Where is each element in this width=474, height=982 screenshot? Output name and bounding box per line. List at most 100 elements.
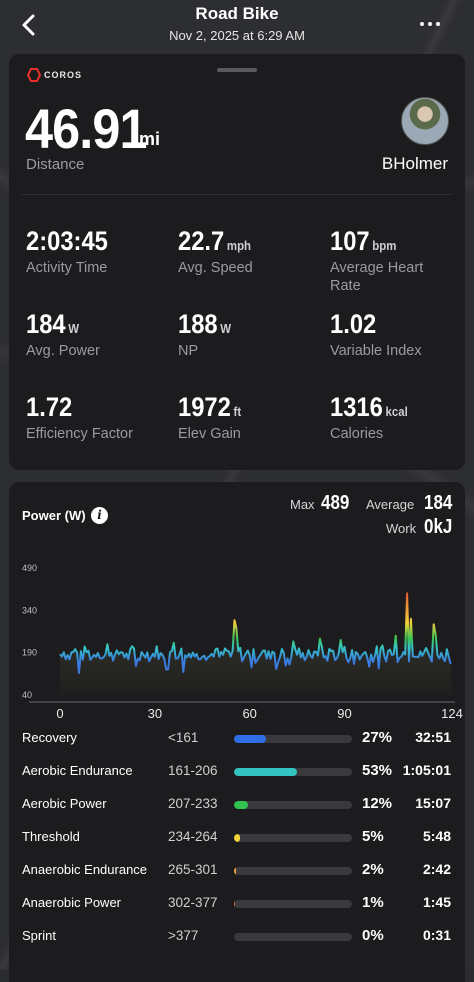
user-name: BHolmer (381, 154, 448, 173)
zone-name: Aerobic Endurance (22, 763, 133, 778)
zone-row-recovery[interactable]: Recovery <161 27% 32:51 (9, 729, 465, 763)
zone-bar-fill (234, 867, 237, 875)
zone-bar-track (234, 735, 352, 743)
zone-bar-track (234, 900, 352, 908)
x-tick-label: 30 (148, 706, 162, 720)
zone-percent: 5% (362, 828, 384, 845)
average-value: 184 (424, 492, 453, 514)
stat-unit: W (220, 321, 232, 336)
stat-value: 184 (26, 309, 66, 339)
more-dot-icon (420, 22, 424, 26)
zone-name: Sprint (22, 928, 56, 943)
power-card: Power (W) i Max 489 Average 184 Work 0kJ… (9, 482, 465, 982)
power-chart[interactable]: 490 340 190 40 0 30 60 90 124 (9, 550, 465, 720)
work-value: 0kJ (424, 516, 453, 538)
drag-handle[interactable] (217, 68, 257, 72)
zone-range: 161-206 (168, 763, 218, 778)
distance-value: 46.91 (25, 97, 148, 160)
x-tick-label: 0 (56, 706, 63, 720)
stat-unit: W (68, 321, 80, 336)
info-icon[interactable]: i (91, 507, 108, 524)
zone-percent: 2% (362, 861, 384, 878)
max-label: Max (290, 497, 315, 512)
zone-percent: 1% (362, 894, 384, 911)
zone-time: 1:45 (422, 894, 451, 910)
zone-range: 265-301 (168, 862, 218, 877)
stat-label: Calories (330, 426, 384, 442)
more-dot-icon (428, 22, 432, 26)
zone-bar-fill (234, 735, 266, 743)
activity-title: Road Bike (195, 4, 279, 23)
zone-range: <161 (168, 730, 199, 745)
stat-unit: kcal (385, 404, 408, 419)
stat-avg-heart-rate: 107 bpm Average Heart Rate (330, 226, 440, 295)
divider (21, 194, 453, 195)
zone-bar-track (234, 867, 352, 875)
brand-name: COROS (44, 70, 83, 80)
work-label: Work (386, 521, 417, 536)
zone-time: 15:07 (415, 795, 451, 811)
zone-time: 1:05:01 (402, 762, 451, 778)
zone-row-aerobic-power[interactable]: Aerobic Power 207-233 12% 15:07 (9, 795, 465, 829)
top-bar: Road Bike Nov 2, 2025 at 6:29 AM (0, 0, 474, 52)
zone-bar-track (234, 933, 352, 941)
stat-avg-power: 184 W Avg. Power (26, 309, 176, 360)
zone-row-sprint[interactable]: Sprint >377 0% 0:31 (9, 927, 465, 961)
stat-value: 1972 (178, 392, 231, 422)
stat-label: Efficiency Factor (26, 426, 133, 442)
avatar[interactable] (401, 97, 449, 145)
stat-label: Variable Index (330, 343, 422, 359)
y-tick-label: 490 (22, 563, 37, 573)
power-title: Power (W) (22, 508, 86, 523)
zone-range: 302-377 (168, 895, 218, 910)
stat-value: 107 (330, 226, 370, 256)
activity-datetime: Nov 2, 2025 at 6:29 AM (169, 28, 305, 43)
more-options-button[interactable] (418, 13, 448, 35)
more-dot-icon (436, 22, 440, 26)
zone-row-threshold[interactable]: Threshold 234-264 5% 5:48 (9, 828, 465, 862)
stat-value: 1.02 (330, 309, 377, 339)
stat-activity-time: 2:03:45 Activity Time (26, 226, 176, 277)
coros-logo-icon (27, 68, 41, 82)
zone-range: >377 (168, 928, 199, 943)
stat-calories: 1316 kcal Calories (330, 392, 460, 443)
distance-label: Distance (26, 156, 85, 173)
zone-percent: 0% (362, 927, 384, 944)
max-value: 489 (321, 492, 350, 514)
stat-label: NP (178, 343, 199, 359)
zone-bar-fill (234, 834, 240, 842)
zone-bar-track (234, 768, 352, 776)
stat-np: 188 W NP (178, 309, 328, 360)
zone-time: 5:48 (422, 828, 451, 844)
power-line (59, 592, 452, 674)
zone-range: 207-233 (168, 796, 218, 811)
zone-name: Aerobic Power (22, 796, 107, 811)
stat-label: Avg. Speed (178, 260, 253, 276)
stat-label: Avg. Power (26, 343, 100, 359)
zone-row-anaerobic-power[interactable]: Anaerobic Power 302-377 1% 1:45 (9, 894, 465, 928)
stat-label: Activity Time (26, 260, 108, 276)
stat-value: 2:03:45 (26, 226, 108, 256)
coros-logo: COROS (27, 68, 82, 82)
zone-row-aerobic-endurance[interactable]: Aerobic Endurance 161-206 53% 1:05:01 (9, 762, 465, 796)
power-area (60, 593, 452, 695)
zone-name: Recovery (22, 730, 77, 745)
x-tick-label: 124 (441, 706, 463, 720)
y-tick-label: 40 (22, 690, 32, 700)
stat-label: Elev Gain (178, 426, 241, 442)
distance-unit: mi (139, 129, 161, 149)
zone-percent: 27% (362, 729, 393, 746)
stat-elev-gain: 1972 ft Elev Gain (178, 392, 328, 443)
stat-unit: bpm (372, 238, 397, 253)
zone-range: 234-264 (168, 829, 218, 844)
zone-bar-fill (234, 768, 297, 776)
zone-row-anaerobic-endurance[interactable]: Anaerobic Endurance 265-301 2% 2:42 (9, 861, 465, 895)
zone-percent: 53% (362, 762, 393, 779)
zone-time: 32:51 (415, 729, 451, 745)
zone-bar-fill (234, 801, 249, 809)
zone-bar-track (234, 834, 352, 842)
zone-time: 0:31 (422, 927, 451, 943)
zone-name: Anaerobic Power (22, 895, 121, 910)
chevron-left-icon (22, 14, 35, 36)
back-button[interactable] (16, 10, 44, 40)
